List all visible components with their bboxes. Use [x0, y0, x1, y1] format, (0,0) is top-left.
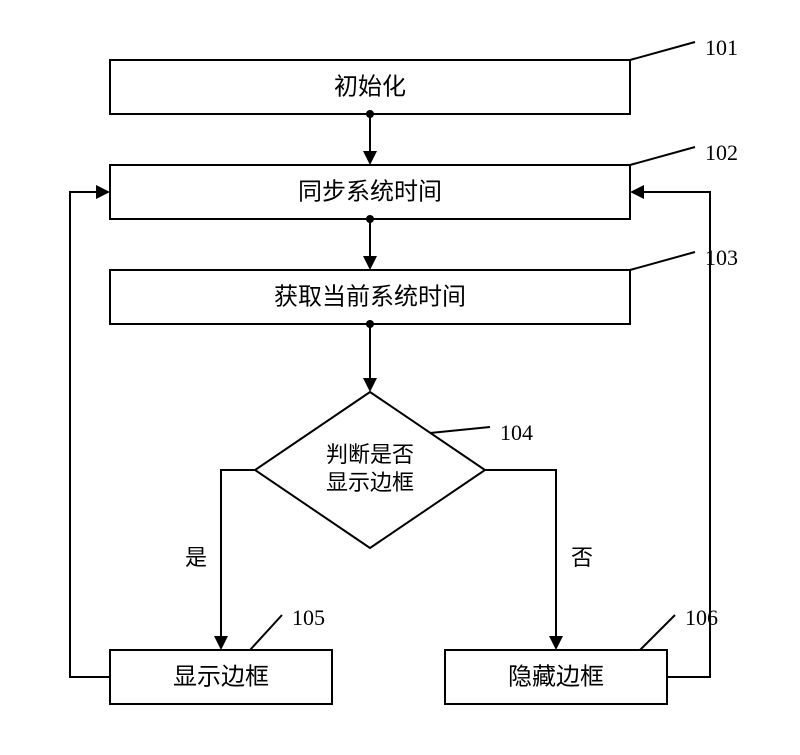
flowchart-canvas: 初始化 同步系统时间 获取当前系统时间 显示边框 隐藏边框 判断是否 显示边框 …: [0, 0, 800, 755]
edge-103-104: [363, 324, 377, 392]
edge-102-103: [363, 219, 377, 270]
node-102-num: 102: [705, 140, 738, 165]
node-104: 判断是否 显示边框: [255, 392, 485, 548]
edge-104-105-yes: 是: [185, 470, 255, 650]
node-106-num: 106: [685, 605, 718, 630]
node-103-label: 获取当前系统时间: [274, 284, 466, 311]
edge-yes-label: 是: [185, 545, 207, 570]
node-106: 隐藏边框: [445, 650, 667, 704]
node-103: 获取当前系统时间: [110, 270, 630, 324]
node-105-num: 105: [292, 605, 325, 630]
node-101-label: 初始化: [334, 74, 406, 101]
leader-106: 106: [640, 605, 718, 650]
node-104-label-line2: 显示边框: [326, 470, 414, 495]
leader-105: 105: [250, 605, 325, 650]
node-104-num: 104: [500, 420, 533, 445]
leader-104: 104: [430, 420, 533, 445]
edge-101-102: [363, 114, 377, 165]
node-105-label: 显示边框: [173, 664, 269, 691]
edge-104-106-no: 否: [485, 470, 593, 650]
leader-101: 101: [630, 35, 738, 60]
node-105: 显示边框: [110, 650, 332, 704]
node-106-label: 隐藏边框: [508, 664, 604, 691]
node-102-label: 同步系统时间: [298, 179, 442, 206]
edge-no-label: 否: [571, 545, 593, 570]
node-101: 初始化: [110, 60, 630, 114]
edge-105-102-loop: [70, 185, 110, 677]
node-102: 同步系统时间: [110, 165, 630, 219]
leader-103: 103: [630, 245, 738, 270]
node-104-label-line1: 判断是否: [326, 442, 414, 467]
leader-102: 102: [630, 140, 738, 165]
node-101-num: 101: [705, 35, 738, 60]
